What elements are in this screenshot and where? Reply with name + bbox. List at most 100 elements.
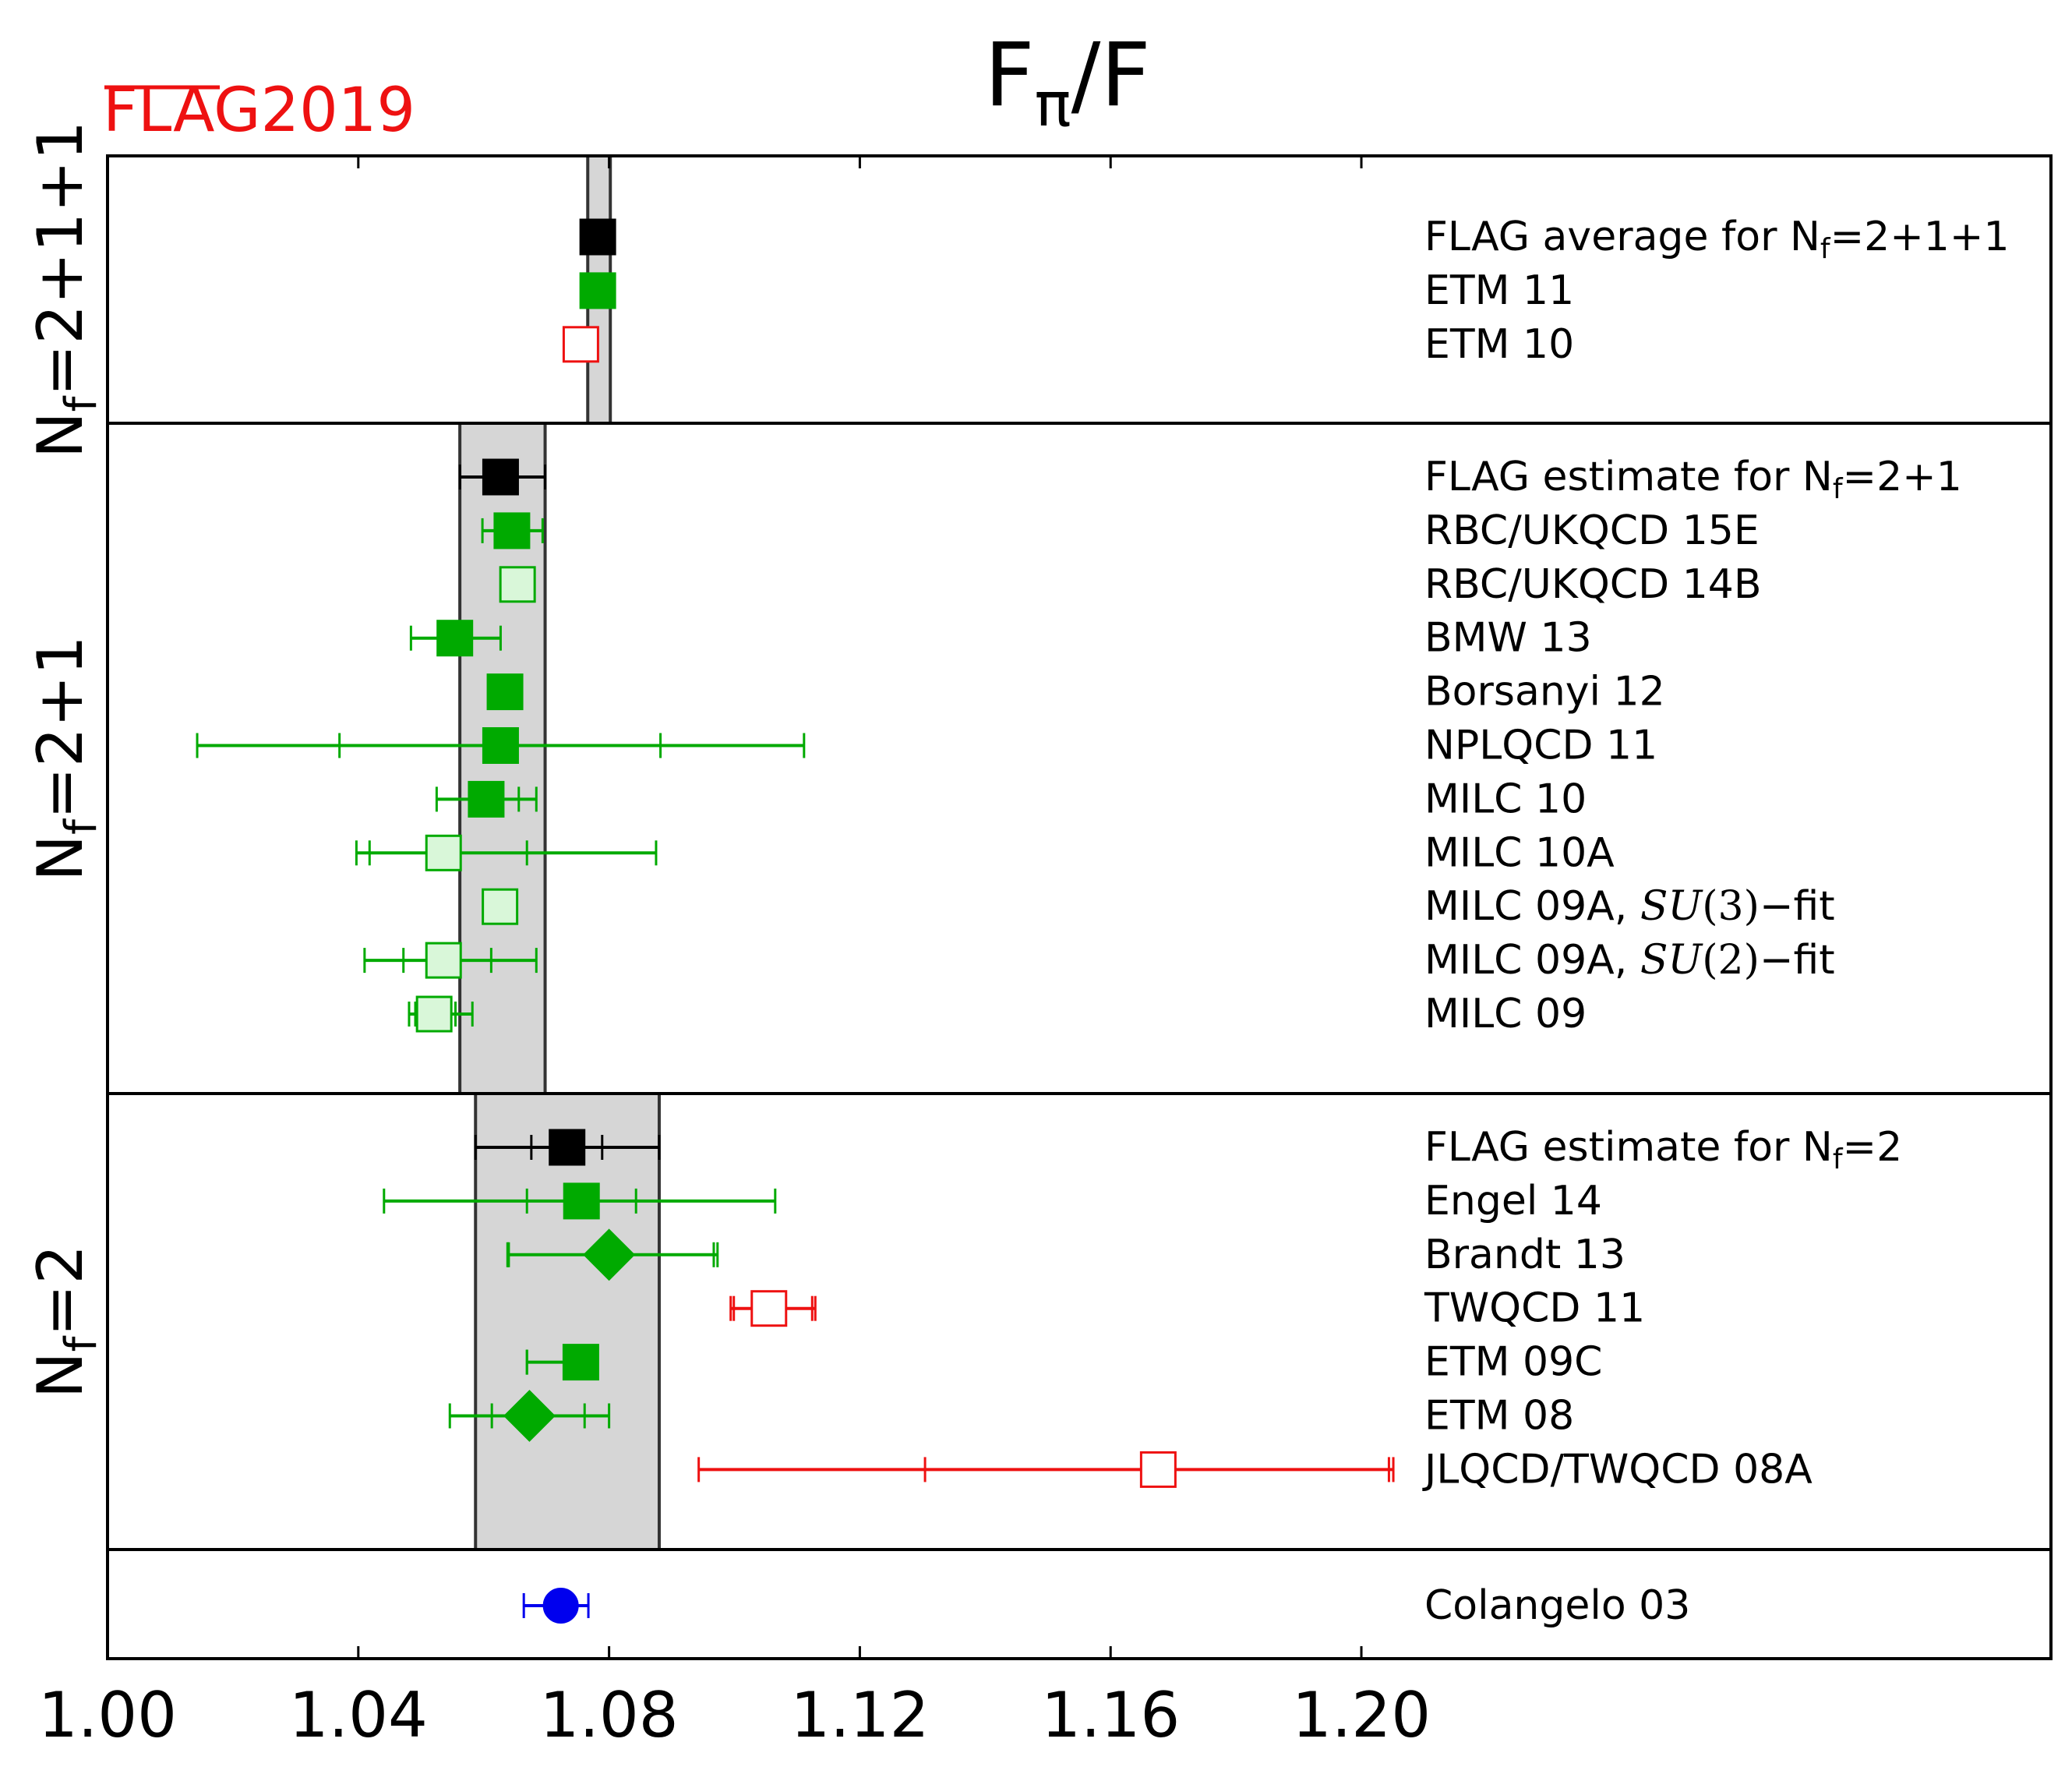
entry-label-text: JLQCD/TWQCD 08A xyxy=(1422,1446,1813,1493)
data-point xyxy=(503,1390,556,1442)
group-label: Nf=2 xyxy=(24,1245,107,1399)
x-tick-label: 1.00 xyxy=(38,1679,177,1751)
entry-label-sub: f xyxy=(1833,473,1844,505)
data-point xyxy=(750,1290,788,1327)
data-point xyxy=(1139,1451,1177,1488)
average-band xyxy=(474,1092,661,1551)
entry-label-paren: (3) xyxy=(1702,883,1760,930)
data-point xyxy=(579,218,616,256)
data-point xyxy=(425,834,462,871)
entry-label-text: Colangelo 03 xyxy=(1424,1582,1690,1629)
title-sub: π xyxy=(1035,70,1071,140)
plot-frame xyxy=(106,154,2053,1660)
entry-label: MILC 09 xyxy=(1424,991,1587,1037)
entry-label: FLAG average for Nf=2+1+1 xyxy=(1424,214,2010,265)
data-point xyxy=(486,673,524,711)
entry-label-tail: =2 xyxy=(1843,1124,1903,1171)
data-point xyxy=(562,326,599,363)
entry-label-text: RBC/UKQCD 14B xyxy=(1424,561,1762,608)
entry-label-text: MILC 09A, xyxy=(1424,937,1640,984)
data-point xyxy=(482,458,519,496)
data-point xyxy=(549,1129,586,1166)
data-point xyxy=(425,942,462,979)
entry-label-paren: (2) xyxy=(1702,937,1760,984)
entry-label: ETM 09C xyxy=(1424,1339,1603,1386)
group-label-sub: f xyxy=(56,818,107,835)
entry-label-text: RBC/UKQCD 15E xyxy=(1424,507,1760,554)
entry-label-text: Borsanyi 12 xyxy=(1424,669,1665,716)
entry-label: FLAG estimate for Nf=2+1 xyxy=(1424,454,1962,505)
entry-label: RBC/UKQCD 14B xyxy=(1424,561,1762,608)
entry-label-text: ETM 09C xyxy=(1424,1339,1603,1386)
x-tick-label: 1.16 xyxy=(1041,1679,1180,1751)
entry-label-text: ETM 10 xyxy=(1424,321,1574,368)
entry-label-text: MILC 10A xyxy=(1424,829,1615,876)
entry-label-text: FLAG average for N xyxy=(1424,214,1820,260)
entry-label-text: BMW 13 xyxy=(1424,615,1592,662)
data-point xyxy=(436,620,474,657)
title-main: F xyxy=(984,25,1034,126)
entry-label: BMW 13 xyxy=(1424,615,1592,662)
entry-label-sub: f xyxy=(1833,1143,1844,1175)
data-point xyxy=(482,727,519,764)
entry-label: ETM 11 xyxy=(1424,267,1574,314)
x-tick-label: 1.20 xyxy=(1292,1679,1431,1751)
entry-label-tail: =2+1 xyxy=(1843,454,1962,500)
entry-label: Engel 14 xyxy=(1424,1178,1602,1225)
entry-label: ETM 08 xyxy=(1424,1393,1574,1440)
data-point xyxy=(415,995,453,1033)
entry-label-tail: −fit xyxy=(1760,883,1835,930)
entry-label-tail: −fit xyxy=(1760,937,1835,984)
entry-label-ital: SU xyxy=(1640,937,1704,984)
entry-label-text: ETM 11 xyxy=(1424,267,1574,314)
group-label-main: N xyxy=(24,835,97,882)
group-label-tail: =2 xyxy=(24,1245,97,1337)
entry-label-text: FLAG estimate for N xyxy=(1424,454,1833,500)
entry-label: MILC 10A xyxy=(1424,829,1615,876)
data-point xyxy=(493,512,531,550)
entry-label-sub: f xyxy=(1820,233,1831,265)
group-label-main: N xyxy=(24,1352,97,1398)
entry-label: MILC 09A, SU(2)−fit xyxy=(1424,937,1835,984)
data-point xyxy=(562,1344,599,1381)
entry-label: TWQCD 11 xyxy=(1424,1285,1645,1332)
data-point xyxy=(482,888,519,925)
group-label-main: N xyxy=(24,412,97,458)
data-point xyxy=(579,272,616,309)
entry-label-text: TWQCD 11 xyxy=(1424,1285,1645,1332)
group-label-tail: =2+1+1 xyxy=(24,121,97,397)
group-label-sub: f xyxy=(56,395,107,412)
entry-label-text: Engel 14 xyxy=(1424,1178,1602,1225)
x-tick-label: 1.04 xyxy=(289,1679,428,1751)
x-tick-label: 1.12 xyxy=(790,1679,929,1751)
data-point xyxy=(563,1182,600,1220)
entry-label-text: MILC 09 xyxy=(1424,991,1587,1037)
data-point xyxy=(468,780,505,818)
entry-label: Brandt 13 xyxy=(1424,1232,1625,1278)
entry-label: ETM 10 xyxy=(1424,321,1574,368)
entry-label: MILC 09A, SU(3)−fit xyxy=(1424,883,1835,930)
title-tail: /F xyxy=(1071,25,1151,126)
entry-label-text: FLAG estimate for N xyxy=(1424,1124,1833,1171)
entry-label: NPLQCD 11 xyxy=(1424,723,1657,769)
entry-label-text: NPLQCD 11 xyxy=(1424,723,1657,769)
entry-label: Colangelo 03 xyxy=(1424,1582,1690,1629)
group-label: Nf=2+1+1 xyxy=(24,121,107,458)
data-point xyxy=(542,1588,579,1624)
entry-label-text: MILC 09A, xyxy=(1424,883,1640,930)
entry-label: Borsanyi 12 xyxy=(1424,669,1665,716)
chart-title: Fπ/F xyxy=(984,25,1151,140)
x-tick-label: 1.08 xyxy=(540,1679,679,1751)
entry-label-text: Brandt 13 xyxy=(1424,1232,1625,1278)
data-point xyxy=(499,566,536,603)
data-point xyxy=(583,1228,636,1281)
entry-label: JLQCD/TWQCD 08A xyxy=(1422,1446,1813,1493)
entry-label-text: MILC 10 xyxy=(1424,776,1587,822)
entry-label: MILC 10 xyxy=(1424,776,1587,822)
group-label: Nf=2+1 xyxy=(24,635,107,881)
group-label-tail: =2+1 xyxy=(24,635,97,819)
entry-label-tail: =2+1+1 xyxy=(1830,214,2010,260)
entry-label-ital: SU xyxy=(1640,883,1704,930)
